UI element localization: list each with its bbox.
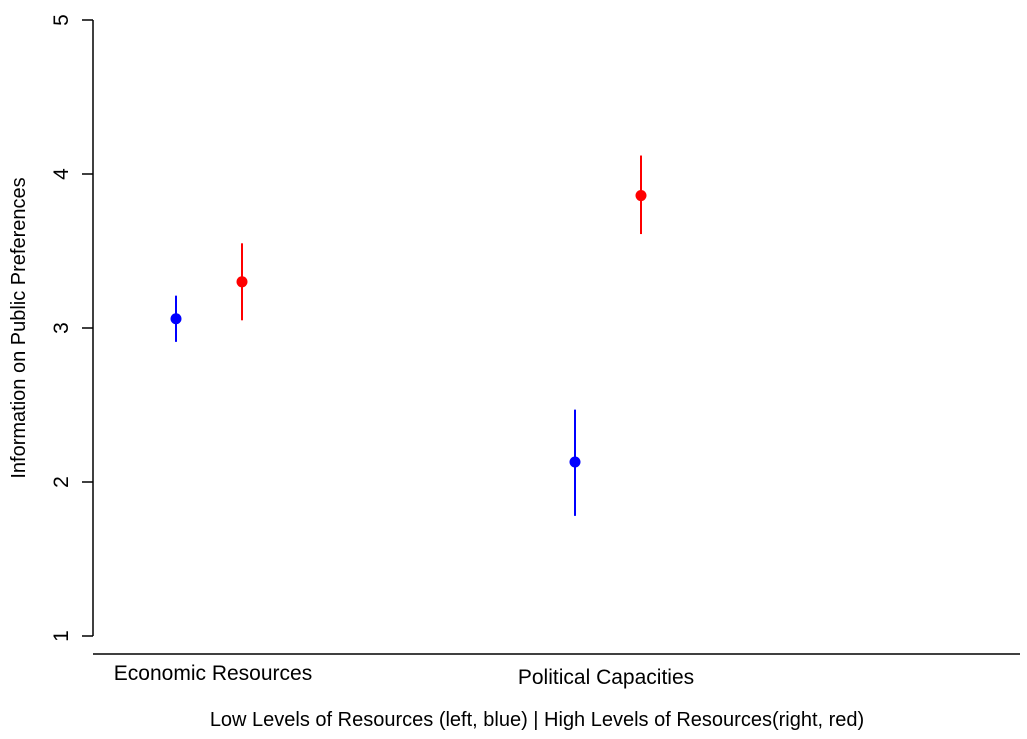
y-axis-title: Information on Public Preferences <box>8 177 30 478</box>
data-point <box>569 456 581 468</box>
x-category-label-political: Political Capacities <box>518 666 694 689</box>
y-tick-label: 5 <box>50 14 73 26</box>
y-tick-label: 4 <box>50 168 73 180</box>
x-category-label-economic: Economic Resources <box>114 662 312 685</box>
data-marks <box>170 155 647 516</box>
data-point <box>170 313 182 325</box>
x-axis-title: Low Levels of Resources (left, blue) | H… <box>210 709 864 731</box>
data-point <box>635 190 647 202</box>
y-tick-label: 3 <box>50 322 73 334</box>
y-tick-label: 1 <box>50 630 73 642</box>
y-ticks: 1 2 3 4 5 <box>50 14 93 642</box>
data-point <box>236 276 248 288</box>
y-tick-label: 2 <box>50 476 73 488</box>
